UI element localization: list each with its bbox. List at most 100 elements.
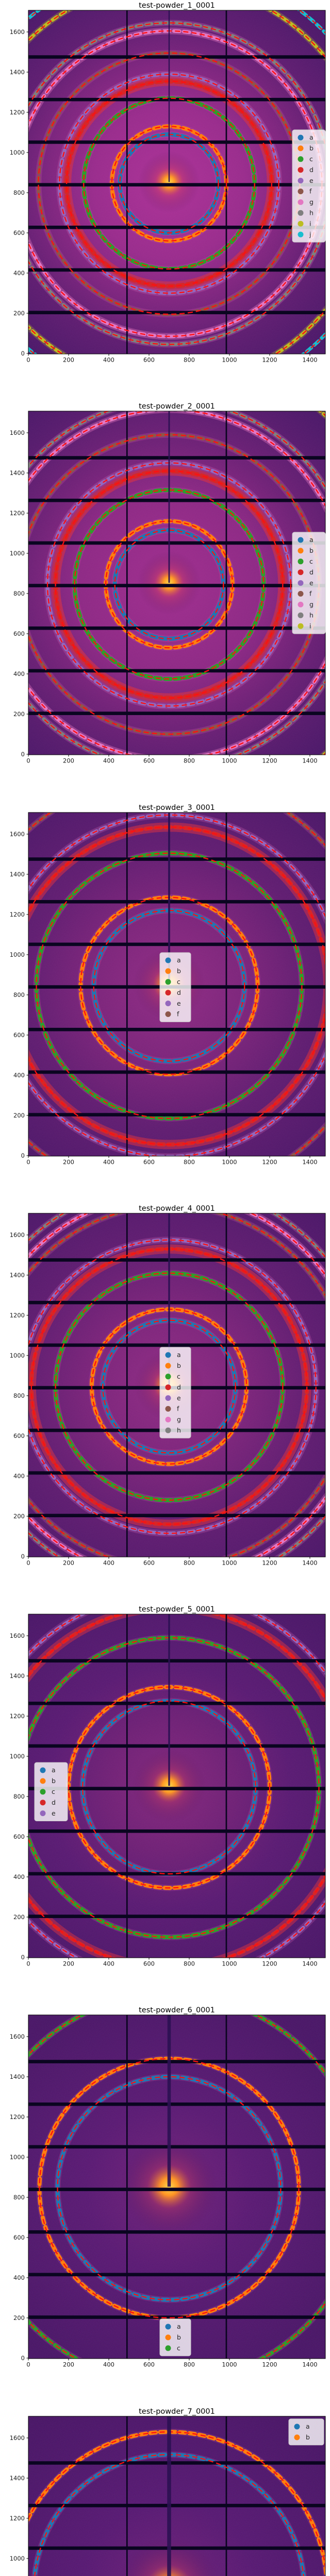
legend-frame <box>159 2318 191 2357</box>
plot-title: test-powder_6_0001 <box>139 2006 215 2015</box>
legend-label-a: a <box>306 2422 310 2430</box>
module-gap-horizontal <box>28 669 325 673</box>
y-tick-label: 1400 <box>10 469 25 477</box>
beamstop-shadow <box>167 2416 171 2576</box>
y-tick-label: 200 <box>13 1913 25 1921</box>
y-tick-label: 1000 <box>10 2555 25 2562</box>
module-gap-horizontal <box>28 268 325 272</box>
module-gap-horizontal <box>28 2188 325 2192</box>
legend-dot-b <box>294 2434 300 2440</box>
y-tick-label: 600 <box>13 2234 25 2241</box>
module-gap-vertical <box>126 2416 128 2576</box>
y-tick-label: 600 <box>13 630 25 637</box>
legend-label-b: b <box>177 2333 181 2341</box>
y-tick-label: 200 <box>13 710 25 718</box>
legend-dot-h <box>298 210 304 216</box>
module-gap-vertical <box>225 2416 227 2576</box>
module-gap-horizontal <box>28 1514 325 1517</box>
legend-label-a: a <box>177 956 181 964</box>
y-tick-label: 1200 <box>10 510 25 517</box>
y-tick-label: 0 <box>21 1152 25 1159</box>
y-tick-label: 600 <box>13 1833 25 1840</box>
beamstop-shadow <box>168 1614 170 1786</box>
legend-dot-a <box>40 1767 46 1773</box>
x-tick-label: 200 <box>63 757 74 765</box>
plot-title: test-powder_7_0001 <box>139 2407 215 2416</box>
module-gap-horizontal <box>28 311 325 314</box>
legend-label-a: a <box>309 536 314 544</box>
legend-label-c: c <box>309 155 313 163</box>
legend-dot-c <box>298 156 304 162</box>
legend-dot-g <box>298 199 304 205</box>
fit-circle-a <box>114 530 224 640</box>
module-gap-vertical <box>225 1614 227 1958</box>
y-tick-label: 800 <box>13 1793 25 1800</box>
module-gap-vertical <box>126 1213 128 1557</box>
y-tick-label: 400 <box>13 1472 25 1480</box>
y-tick-label: 1200 <box>10 109 25 116</box>
x-tick-label: 1400 <box>302 1559 317 1566</box>
fit-circle-h <box>28 22 325 345</box>
legend-label-e: e <box>309 177 314 184</box>
y-tick-label: 1400 <box>10 2475 25 2482</box>
legend-dot-f <box>298 189 304 194</box>
legend-frame <box>34 1762 68 1821</box>
fit-circle-d <box>28 826 325 1145</box>
x-tick-label: 0 <box>26 357 30 364</box>
module-gap-horizontal <box>28 499 325 502</box>
x-tick-label: 800 <box>184 2361 195 2368</box>
x-tick-label: 600 <box>143 1158 155 1165</box>
legend-frame <box>292 532 326 634</box>
x-tick-label: 1400 <box>302 757 317 765</box>
x-tick-label: 800 <box>184 1960 195 1968</box>
legend-label-c: c <box>309 557 313 565</box>
x-tick-label: 1000 <box>222 1960 237 1968</box>
legend-label-b: b <box>309 547 314 554</box>
module-gap-horizontal <box>28 900 325 904</box>
legend-label-a: a <box>177 2323 181 2330</box>
legend-dot-a <box>165 957 171 963</box>
legend-dot-a <box>298 134 304 141</box>
legend-dot-c <box>40 1789 46 1795</box>
legend-dot-d <box>298 167 304 173</box>
plot-canvas: 0 200 400 600 800 1000 1200 1400 0 200 400 600 800 10… <box>10 411 326 765</box>
legend-dot-j <box>298 231 304 238</box>
legend-label-g: g <box>309 601 314 608</box>
x-tick-label: 600 <box>143 1960 155 1968</box>
plot-title: test-powder_1_0001 <box>139 2 215 10</box>
legend-label-h: h <box>309 209 314 217</box>
legend-label-b: b <box>309 144 314 152</box>
x-tick-label: 600 <box>143 357 155 364</box>
x-tick-label: 200 <box>63 357 74 364</box>
y-tick-label: 600 <box>13 1432 25 1439</box>
detector-image <box>28 10 325 354</box>
y-tick-label: 1000 <box>10 1753 25 1760</box>
x-tick-label: 200 <box>63 1960 74 1968</box>
legend-dot-g <box>165 1416 171 1422</box>
x-tick-label: 400 <box>103 757 114 765</box>
module-gap-horizontal <box>28 2103 325 2106</box>
y-tick-label: 800 <box>13 991 25 998</box>
module-gap-vertical <box>126 10 128 354</box>
x-tick-label: 1400 <box>302 1158 317 1165</box>
legend-label-a: a <box>309 133 314 141</box>
x-tick-label: 800 <box>184 1559 195 1566</box>
detector-image <box>28 411 325 755</box>
legend-dot-f <box>298 591 304 597</box>
y-tick-label: 0 <box>21 2354 25 2362</box>
figure-powder-6: test-powder_6_0001 0 200 400 600 800 1000 1200… <box>0 2005 330 2406</box>
y-tick-label: 1200 <box>10 1312 25 1319</box>
y-tick-label: 400 <box>13 1873 25 1880</box>
legend-dot-c <box>298 558 304 565</box>
module-gap-horizontal <box>28 225 325 229</box>
detector-image <box>28 1614 325 1958</box>
x-tick-label: 1000 <box>222 1158 237 1165</box>
y-tick-label: 600 <box>13 1031 25 1039</box>
y-tick-label: 1200 <box>10 911 25 918</box>
legend-label-d: d <box>177 1383 181 1391</box>
legend-dot-h <box>165 1427 171 1433</box>
legend-label-d: d <box>309 568 314 576</box>
axes-spine <box>28 2014 326 2359</box>
module-gap-horizontal <box>28 2503 325 2507</box>
legend-label-b: b <box>306 2433 310 2441</box>
